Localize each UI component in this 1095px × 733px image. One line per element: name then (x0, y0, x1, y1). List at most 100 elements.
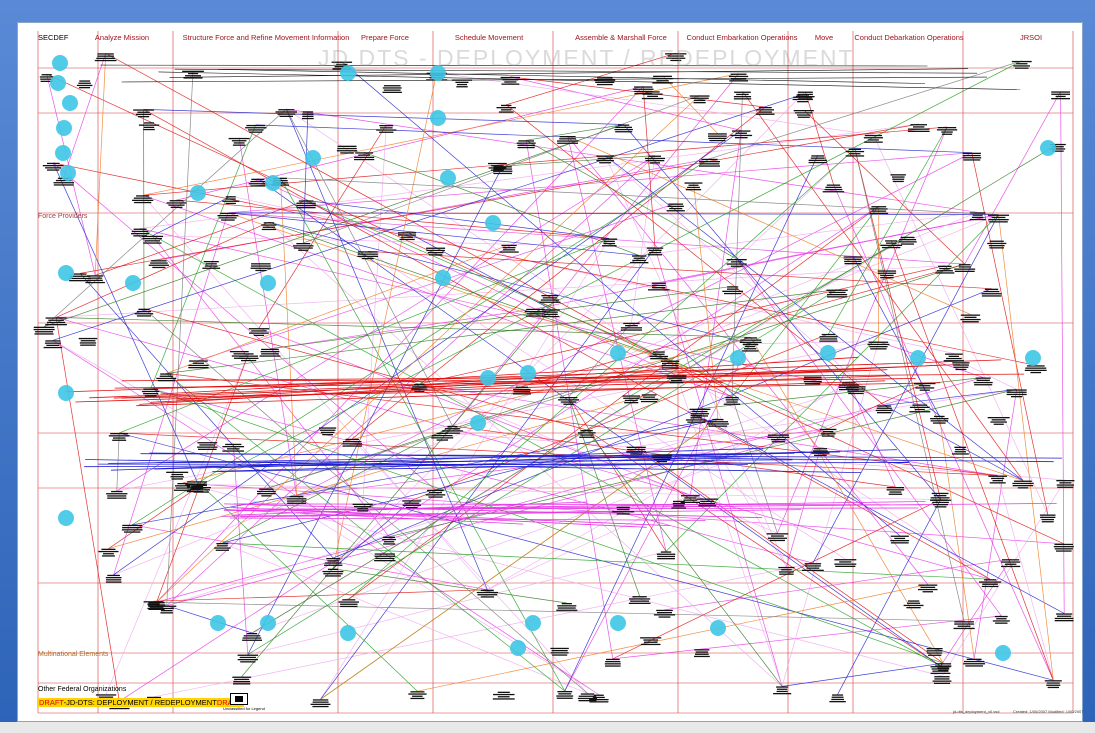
milestone-node[interactable] (440, 170, 456, 186)
process-node[interactable] (773, 686, 791, 694)
process-node[interactable] (988, 215, 1009, 223)
process-node[interactable] (1007, 389, 1027, 397)
process-node[interactable] (601, 239, 617, 247)
milestone-node[interactable] (58, 510, 74, 526)
process-node[interactable] (612, 507, 634, 515)
process-node[interactable] (937, 127, 957, 135)
process-node[interactable] (131, 229, 149, 237)
milestone-node[interactable] (510, 640, 526, 656)
milestone-node[interactable] (525, 615, 541, 631)
process-node[interactable] (944, 354, 964, 362)
legend-icon[interactable] (230, 693, 248, 705)
process-node[interactable] (85, 275, 105, 283)
process-node[interactable] (497, 105, 516, 113)
process-node[interactable] (319, 427, 336, 435)
process-node[interactable] (106, 491, 127, 499)
process-node[interactable] (408, 691, 426, 699)
process-node[interactable] (819, 334, 837, 342)
process-node[interactable] (77, 80, 93, 88)
process-node[interactable] (954, 621, 975, 629)
process-node[interactable] (930, 416, 948, 424)
milestone-node[interactable] (265, 175, 281, 191)
process-node[interactable] (311, 699, 331, 707)
process-node[interactable] (982, 289, 1002, 297)
process-node[interactable] (987, 241, 1006, 249)
process-node[interactable] (501, 77, 520, 85)
process-node[interactable] (993, 616, 1010, 624)
process-node[interactable] (685, 182, 703, 190)
process-node[interactable] (540, 295, 561, 303)
milestone-node[interactable] (435, 270, 451, 286)
process-node[interactable] (954, 264, 975, 272)
process-node[interactable] (556, 691, 573, 699)
process-node[interactable] (214, 543, 231, 551)
milestone-node[interactable] (50, 75, 66, 91)
process-node[interactable] (963, 659, 985, 667)
process-node[interactable] (891, 174, 906, 182)
milestone-node[interactable] (1040, 140, 1056, 156)
milestone-node[interactable] (910, 350, 926, 366)
process-node[interactable] (98, 549, 118, 557)
milestone-node[interactable] (58, 265, 74, 281)
process-node[interactable] (963, 153, 982, 161)
milestone-node[interactable] (56, 120, 72, 136)
process-node[interactable] (909, 405, 930, 413)
milestone-node[interactable] (52, 55, 68, 71)
milestone-node[interactable] (610, 345, 626, 361)
process-node[interactable] (640, 394, 659, 402)
milestone-node[interactable] (260, 275, 276, 291)
process-node[interactable] (802, 563, 824, 571)
milestone-node[interactable] (710, 620, 726, 636)
milestone-node[interactable] (305, 150, 321, 166)
process-node[interactable] (1025, 365, 1047, 373)
process-node[interactable] (79, 338, 98, 346)
process-node[interactable] (493, 692, 515, 700)
process-node[interactable] (122, 525, 143, 533)
process-node[interactable] (149, 260, 169, 268)
milestone-node[interactable] (62, 95, 78, 111)
process-node[interactable] (952, 362, 969, 370)
milestone-node[interactable] (260, 615, 276, 631)
process-node[interactable] (927, 648, 943, 656)
milestone-node[interactable] (125, 275, 141, 291)
milestone-node[interactable] (60, 165, 76, 181)
process-node[interactable] (500, 245, 519, 253)
process-node[interactable] (778, 567, 794, 575)
process-node[interactable] (887, 487, 905, 495)
milestone-node[interactable] (480, 370, 496, 386)
process-node[interactable] (756, 107, 775, 115)
milestone-node[interactable] (55, 145, 71, 161)
process-node[interactable] (829, 694, 845, 702)
process-node[interactable] (1040, 515, 1056, 523)
process-node[interactable] (724, 397, 741, 405)
process-node[interactable] (908, 124, 930, 132)
process-node[interactable] (729, 74, 748, 82)
process-node[interactable] (1055, 613, 1074, 621)
process-node[interactable] (667, 204, 685, 212)
process-node[interactable] (742, 344, 759, 352)
process-node[interactable] (249, 328, 269, 336)
process-node[interactable] (918, 585, 938, 593)
process-node[interactable] (132, 195, 153, 203)
process-node[interactable] (1045, 680, 1062, 688)
process-node[interactable] (139, 122, 159, 130)
process-node[interactable] (952, 447, 969, 455)
process-node[interactable] (249, 179, 268, 187)
process-node[interactable] (823, 185, 844, 193)
process-node[interactable] (383, 85, 402, 93)
process-node[interactable] (826, 290, 847, 298)
milestone-node[interactable] (520, 365, 536, 381)
process-node[interactable] (1001, 559, 1020, 567)
milestone-node[interactable] (470, 415, 486, 431)
process-node[interactable] (621, 323, 642, 331)
process-node[interactable] (167, 200, 187, 208)
milestone-node[interactable] (58, 385, 74, 401)
process-node[interactable] (431, 433, 453, 441)
process-node[interactable] (960, 315, 980, 323)
process-node[interactable] (933, 676, 952, 684)
milestone-node[interactable] (485, 215, 501, 231)
milestone-node[interactable] (730, 350, 746, 366)
process-node[interactable] (34, 327, 55, 335)
process-node[interactable] (890, 536, 909, 544)
process-node[interactable] (260, 349, 281, 357)
